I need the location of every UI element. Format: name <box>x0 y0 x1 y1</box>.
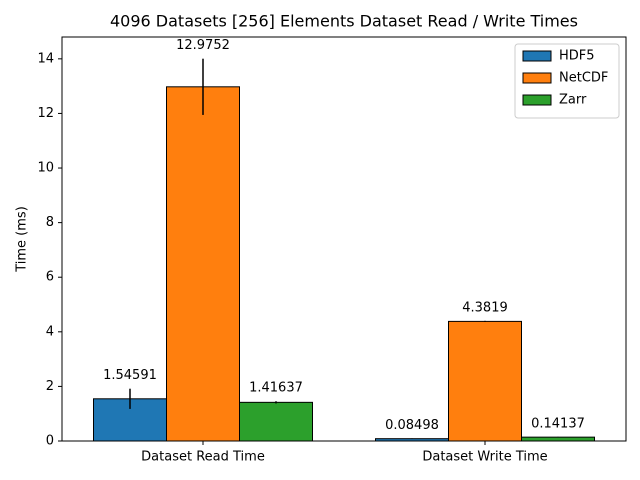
bar <box>239 401 313 442</box>
y-tick-label: 14 <box>37 51 54 66</box>
chart-title: 4096 Datasets [256] Elements Dataset Rea… <box>110 12 578 31</box>
axes-frame <box>61 36 627 442</box>
bar <box>166 86 240 442</box>
y-tick-label: 10 <box>37 161 54 176</box>
value-label: 4.3819 <box>462 300 508 315</box>
value-label: 1.54591 <box>103 368 157 383</box>
legend-label: HDF5 <box>559 49 595 64</box>
y-axis-label: Time (ms) <box>15 206 30 273</box>
bar <box>521 436 595 442</box>
y-tick-label: 8 <box>46 215 54 230</box>
y-tick-label: 0 <box>46 434 54 449</box>
legend-label: NetCDF <box>559 71 608 86</box>
y-tick-label: 2 <box>46 379 54 394</box>
y-tick-label: 12 <box>37 106 54 121</box>
value-label: 12.9752 <box>176 38 230 53</box>
legend-swatch <box>522 72 552 84</box>
legend-swatch <box>522 94 552 106</box>
value-label: 0.14137 <box>531 416 585 431</box>
bar <box>448 320 522 442</box>
y-tick-label: 6 <box>46 270 54 285</box>
legend-swatch <box>522 50 552 62</box>
value-label: 1.41637 <box>249 381 303 396</box>
y-tick-label: 4 <box>46 324 54 339</box>
legend-label: Zarr <box>559 93 587 108</box>
x-tick-label: Dataset Write Time <box>422 450 547 465</box>
x-tick-label: Dataset Read Time <box>141 450 265 465</box>
value-label: 0.08498 <box>385 418 439 433</box>
